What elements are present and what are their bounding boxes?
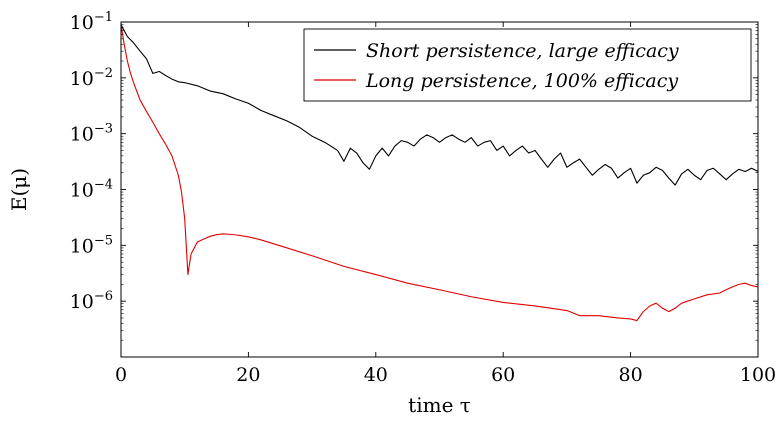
x-tick-label: 60 bbox=[491, 364, 515, 386]
x-tick-label: 100 bbox=[740, 364, 776, 386]
x-tick-label: 20 bbox=[236, 364, 260, 386]
legend-box bbox=[303, 28, 752, 102]
series-layer bbox=[121, 24, 758, 322]
x-tick-label: 40 bbox=[364, 364, 388, 386]
x-axis-label: time τ bbox=[408, 393, 471, 417]
y-tick-label: 10−5 bbox=[70, 233, 113, 257]
axis-ticks: 0 20 40 60 80 100 10−6 10−5 10−4 10−3 10−2 10−1 bbox=[70, 10, 776, 386]
y-tick-label: 10−2 bbox=[70, 66, 113, 90]
y-tick-label: 10−6 bbox=[70, 289, 113, 313]
legend-entry-label: Short persistence, large efficacy bbox=[366, 40, 679, 62]
series-line-0 bbox=[121, 24, 758, 186]
x-tick-label: 80 bbox=[619, 364, 643, 386]
legend-entry-label: Long persistence, 100% efficacy bbox=[365, 70, 678, 92]
y-tick-label: 10−3 bbox=[70, 122, 113, 146]
y-tick-label: 10−4 bbox=[70, 178, 113, 202]
y-axis-label: E(μ) bbox=[7, 168, 31, 211]
y-tick-label: 10−1 bbox=[70, 10, 113, 34]
series-line-1 bbox=[121, 24, 758, 322]
legend: Short persistence, large efficacy Long pe… bbox=[303, 28, 752, 102]
x-tick-label: 0 bbox=[115, 364, 127, 386]
